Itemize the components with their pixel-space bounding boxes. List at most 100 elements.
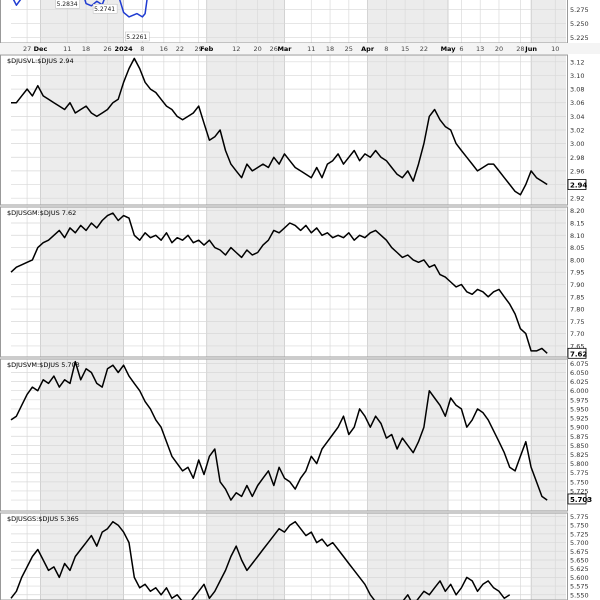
y-tick-label-9: 5.850 bbox=[570, 442, 589, 450]
y-tick-label-1: 3.10 bbox=[570, 72, 584, 80]
y-tick-label-1: 5.250 bbox=[570, 20, 589, 28]
date-tick-label-18: Apr bbox=[361, 45, 375, 53]
date-tick-label-19: 8 bbox=[384, 45, 388, 53]
callout-label-1: 5.2741 bbox=[94, 6, 115, 13]
last-value-box bbox=[567, 347, 587, 359]
y-tick-label-0: 5.275 bbox=[570, 6, 589, 14]
panel-title: $DJUSVL:$DJUS 2.94 bbox=[7, 57, 74, 65]
date-tick-label-7: 16 bbox=[160, 45, 168, 53]
callout-box-2 bbox=[125, 31, 150, 42]
y-tick-label-11: 7.65 bbox=[570, 342, 584, 350]
y-tick-label-7: 2.98 bbox=[570, 154, 584, 162]
y-tick-label-6: 3.00 bbox=[570, 140, 584, 148]
callout-box-1 bbox=[92, 3, 118, 14]
date-tick-label-28: 10 bbox=[551, 45, 559, 53]
y-tick-label-8: 5.575 bbox=[570, 583, 589, 591]
last-value-label: 2.94 bbox=[570, 182, 587, 190]
date-tick-label-16: 18 bbox=[326, 45, 334, 53]
y-tick-label-8: 2.96 bbox=[570, 167, 584, 175]
y-tick-label-9: 7.75 bbox=[570, 318, 584, 326]
panel-djusgs: 5.7755.7505.7255.7005.6755.6505.6255.600… bbox=[0, 512, 589, 600]
date-tick-label-14: Mar bbox=[277, 45, 292, 53]
panel-djusgm: 8.20 8.15 8.10 8.05 8.00 7.95 7.90 7.85 7.80 7.75… bbox=[0, 206, 587, 359]
y-tick-label-12: 5.775 bbox=[570, 469, 589, 477]
y-tick-label-14: 5.725 bbox=[570, 487, 589, 495]
month-shade-2 bbox=[367, 0, 449, 43]
panel-title: $DJUSVM:$DJUS 5.703 bbox=[7, 361, 80, 369]
panel-border bbox=[0, 512, 568, 600]
date-tick-label-24: 13 bbox=[476, 45, 484, 53]
date-tick-label-10: Feb bbox=[200, 45, 214, 53]
panel-djusvl: 3.12 3.10 3.08 3.06 3.04 3.02 3.00 2.98 2.96 2.94… bbox=[0, 54, 587, 206]
y-tick-label-13: 5.750 bbox=[570, 478, 589, 486]
y-tick-label-0: 8.20 bbox=[570, 207, 584, 215]
panel-border bbox=[0, 54, 568, 206]
y-tick-label-3: 8.05 bbox=[570, 244, 584, 252]
date-tick-label-9: 29 bbox=[195, 45, 203, 53]
last-value-label: 7.62 bbox=[570, 350, 587, 358]
panel-border bbox=[0, 206, 568, 358]
series-line-DJUSGS bbox=[10, 520, 511, 600]
last-value-box bbox=[567, 179, 587, 190]
date-tick-label-5: 2024 bbox=[115, 45, 134, 53]
month-shade-3 bbox=[531, 513, 566, 600]
date-tick-label-21: 22 bbox=[420, 45, 428, 53]
callout-label-2: 5.2261 bbox=[126, 34, 147, 41]
y-tick-label-4: 5.975 bbox=[570, 396, 589, 404]
date-tick-label-17: 25 bbox=[345, 45, 353, 53]
panel-border bbox=[0, 358, 568, 512]
price-line bbox=[12, 0, 148, 18]
date-tick-label-0: 27 bbox=[23, 45, 31, 53]
date-tick-label-2: 11 bbox=[63, 45, 71, 53]
y-tick-label-0: 5.775 bbox=[570, 513, 589, 521]
date-tick-label-11: 12 bbox=[232, 45, 240, 53]
last-value-label: 5.703 bbox=[570, 496, 592, 504]
date-tick-label-6: 8 bbox=[140, 45, 144, 53]
month-shade-0 bbox=[40, 359, 124, 511]
y-tick-label-0: 6.075 bbox=[570, 360, 589, 368]
y-tick-label-6: 5.625 bbox=[570, 565, 589, 573]
callout-box-0 bbox=[55, 0, 80, 9]
y-tick-label-5: 3.02 bbox=[570, 127, 584, 135]
y-tick-label-10: 2.92 bbox=[570, 195, 584, 203]
series-line-DJUSVL bbox=[11, 57, 548, 196]
y-tick-label-2: 8.10 bbox=[570, 232, 584, 240]
month-shade-1 bbox=[206, 0, 285, 43]
series-line-DJUSGM bbox=[10, 212, 548, 354]
date-tick-label-12: 20 bbox=[254, 45, 262, 53]
date-tick-label-13: 26 bbox=[270, 45, 278, 53]
month-shade-0 bbox=[40, 207, 124, 357]
y-tick-label-5: 5.650 bbox=[570, 556, 589, 564]
y-tick-label-5: 7.95 bbox=[570, 269, 584, 277]
y-tick-label-3: 6.000 bbox=[570, 387, 589, 395]
y-tick-label-8: 7.80 bbox=[570, 306, 584, 314]
y-tick-label-7: 5.600 bbox=[570, 574, 589, 582]
y-tick-label-2: 6.025 bbox=[570, 378, 589, 386]
y-tick-label-10: 5.825 bbox=[570, 451, 589, 459]
y-tick-label-3: 5.700 bbox=[570, 539, 589, 547]
y-tick-label-11: 5.800 bbox=[570, 460, 589, 468]
month-shade-3 bbox=[531, 0, 566, 43]
month-shade-1 bbox=[206, 359, 285, 511]
date-tick-label-1: Dec bbox=[34, 45, 48, 53]
month-shade-3 bbox=[531, 359, 566, 511]
y-tick-label-4: 5.675 bbox=[570, 548, 589, 556]
y-tick-label-1: 5.750 bbox=[570, 522, 589, 530]
y-tick-label-8: 5.875 bbox=[570, 433, 589, 441]
panel-title: $DJUSGS:$DJUS 5.365 bbox=[7, 515, 79, 523]
top-panel: 5.275 5.250 5.225 5.2834 5.2741 5.2261 bbox=[0, 0, 589, 44]
date-axis-band bbox=[0, 43, 600, 54]
date-tick-label-22: May bbox=[441, 45, 457, 53]
y-tick-label-2: 5.225 bbox=[570, 34, 589, 42]
date-tick-label-25: 20 bbox=[495, 45, 503, 53]
indicator-panels: 3.12 3.10 3.08 3.06 3.04 3.02 3.00 2.98 2.96 2.94… bbox=[0, 54, 592, 600]
y-tick-label-1: 8.15 bbox=[570, 219, 584, 227]
y-tick-label-10: 7.70 bbox=[570, 330, 584, 338]
y-tick-label-3: 3.06 bbox=[570, 99, 584, 107]
y-tick-label-2: 3.08 bbox=[570, 86, 584, 94]
y-tick-label-7: 5.900 bbox=[570, 424, 589, 432]
panel-title: $DJUSGM:$DJUS 7.62 bbox=[7, 209, 76, 217]
month-shade-0 bbox=[40, 513, 124, 600]
date-tick-label-20: 15 bbox=[401, 45, 409, 53]
